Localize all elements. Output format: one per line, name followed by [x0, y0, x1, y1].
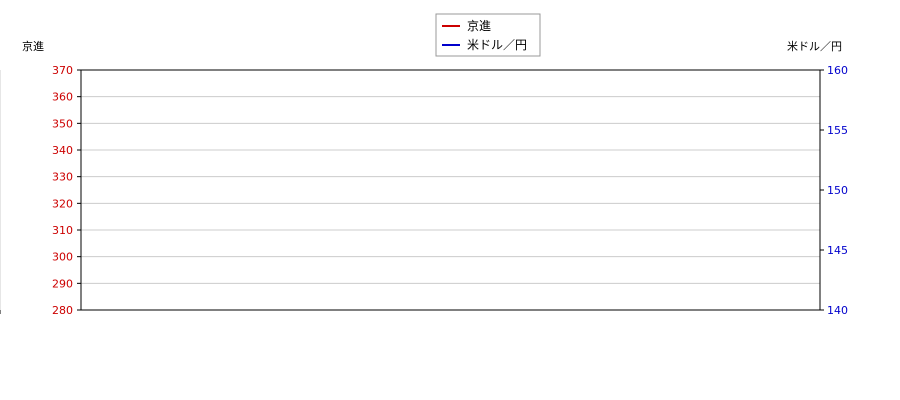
tick-label-left: 280 — [52, 304, 73, 317]
left-axis-ticks: 280 290 300 310 320 330 340 350 360 370 — [52, 64, 81, 317]
right-axis-label: 米ドル／円 — [787, 40, 842, 53]
tick-label-right: 160 — [827, 64, 848, 77]
tick-label-right: 150 — [827, 184, 848, 197]
tick-label-left: 310 — [52, 224, 73, 237]
tick-label-left: 290 — [52, 277, 73, 290]
tick-label-left: 300 — [52, 251, 73, 264]
grid — [0, 69, 820, 311]
right-axis-ticks: 140 145 150 155 160 — [820, 64, 848, 317]
left-axis-label: 京進 — [22, 39, 44, 53]
tick-label-left: 330 — [52, 171, 73, 184]
tick-label-right: 145 — [827, 244, 848, 257]
tick-label-right: 140 — [827, 304, 848, 317]
tick-label-left: 340 — [52, 144, 73, 157]
tick-label-left: 320 — [52, 197, 73, 210]
plot-frame — [80, 69, 821, 311]
legend-label-kyoshin: 京進 — [467, 19, 491, 33]
tick-label-left: 350 — [52, 117, 73, 130]
tick-label-left: 370 — [52, 64, 73, 77]
legend-box — [435, 13, 541, 57]
tick-label-right: 155 — [827, 124, 848, 137]
legend: 京進 米ドル／円 — [435, 13, 541, 57]
legend-label-usdjpy: 米ドル／円 — [467, 38, 527, 52]
tick-label-left: 360 — [52, 91, 73, 104]
